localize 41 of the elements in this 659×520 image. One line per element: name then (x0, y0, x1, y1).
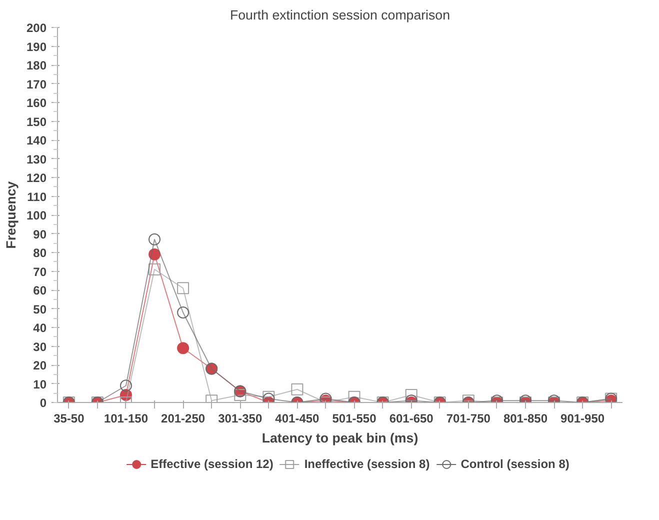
chart-title: Fourth extinction session comparison (230, 8, 450, 22)
y-tick-label: 40 (33, 321, 47, 335)
y-tick-label: 120 (26, 171, 47, 185)
x-tick-label: 401-450 (275, 412, 320, 426)
y-axis-title: Frequency (3, 180, 18, 249)
y-tick-label: 100 (26, 208, 47, 222)
y-tick-label: 130 (26, 152, 47, 166)
y-tick-label: 90 (33, 227, 47, 242)
y-tick-label: 200 (26, 21, 47, 35)
x-tick-label: 801-850 (503, 412, 548, 426)
y-tick-label: 110 (27, 190, 47, 204)
point (177, 282, 190, 294)
y-tick-label: 20 (33, 358, 47, 372)
x-tick-label: 101-150 (104, 412, 148, 426)
y-tick-label: 160 (26, 96, 47, 110)
x-tick-label: 501-550 (332, 412, 377, 426)
point (177, 306, 190, 318)
y-tick-label: 30 (33, 340, 47, 354)
point (148, 263, 161, 276)
x-tick-label: 201-250 (161, 412, 206, 426)
y-tick-label: 170 (26, 77, 47, 92)
y-tick-label: 10 (33, 377, 47, 392)
y-tick-label: 70 (33, 264, 47, 279)
point (148, 233, 161, 246)
legend-label: Effective (session 12) (150, 457, 274, 471)
x-tick-label: 301-350 (218, 412, 262, 426)
y-tick-label: 180 (26, 58, 47, 72)
y-tick-label: 50 (33, 302, 47, 316)
x-tick-label: 35-50 (54, 412, 85, 426)
y-tick-label: 150 (26, 114, 47, 129)
y-tick-label: 60 (33, 284, 47, 298)
y-tick-label: 0 (40, 396, 47, 410)
y-tick-label: 80 (33, 246, 47, 260)
y-tick-label: 190 (26, 40, 47, 54)
x-axis-title: Latency to peak bin (ms) (262, 430, 418, 446)
legend-label: Control (session 8) (460, 457, 570, 471)
x-tick-label: 901-950 (560, 412, 605, 426)
legend-label: Ineffective (session 8) (304, 457, 430, 471)
x-tick-label: 601-650 (389, 412, 434, 426)
y-tick-label: 140 (26, 134, 47, 148)
x-tick-label: 701-750 (446, 412, 491, 426)
